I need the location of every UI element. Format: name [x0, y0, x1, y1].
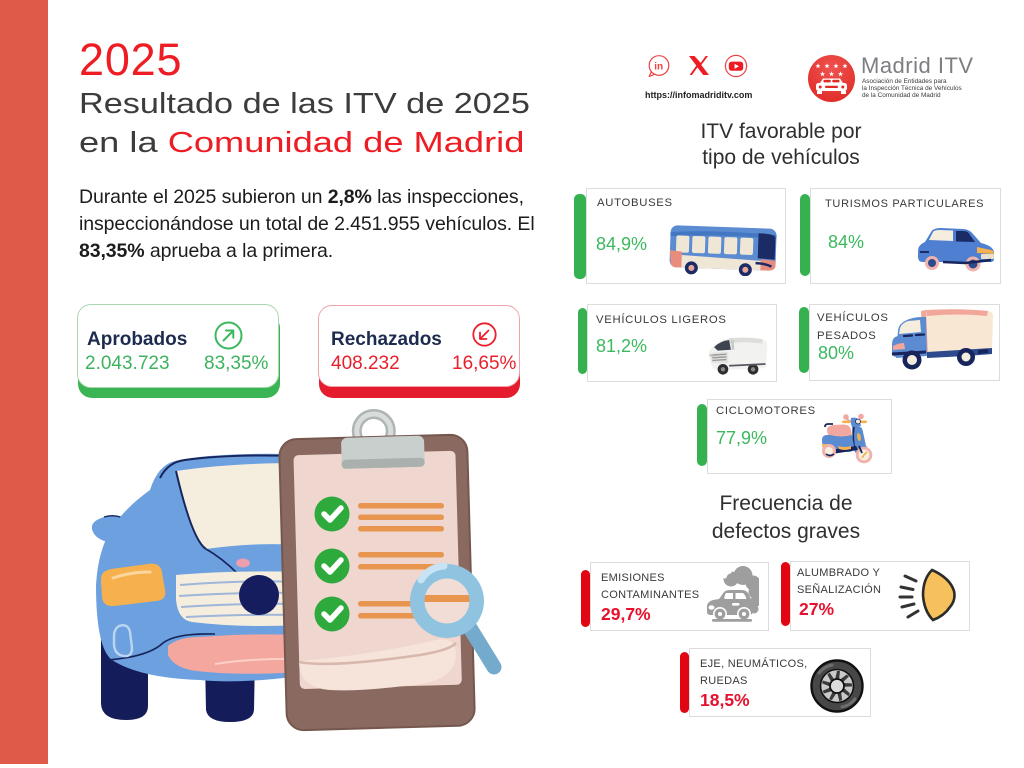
svg-text:in: in	[654, 62, 663, 73]
